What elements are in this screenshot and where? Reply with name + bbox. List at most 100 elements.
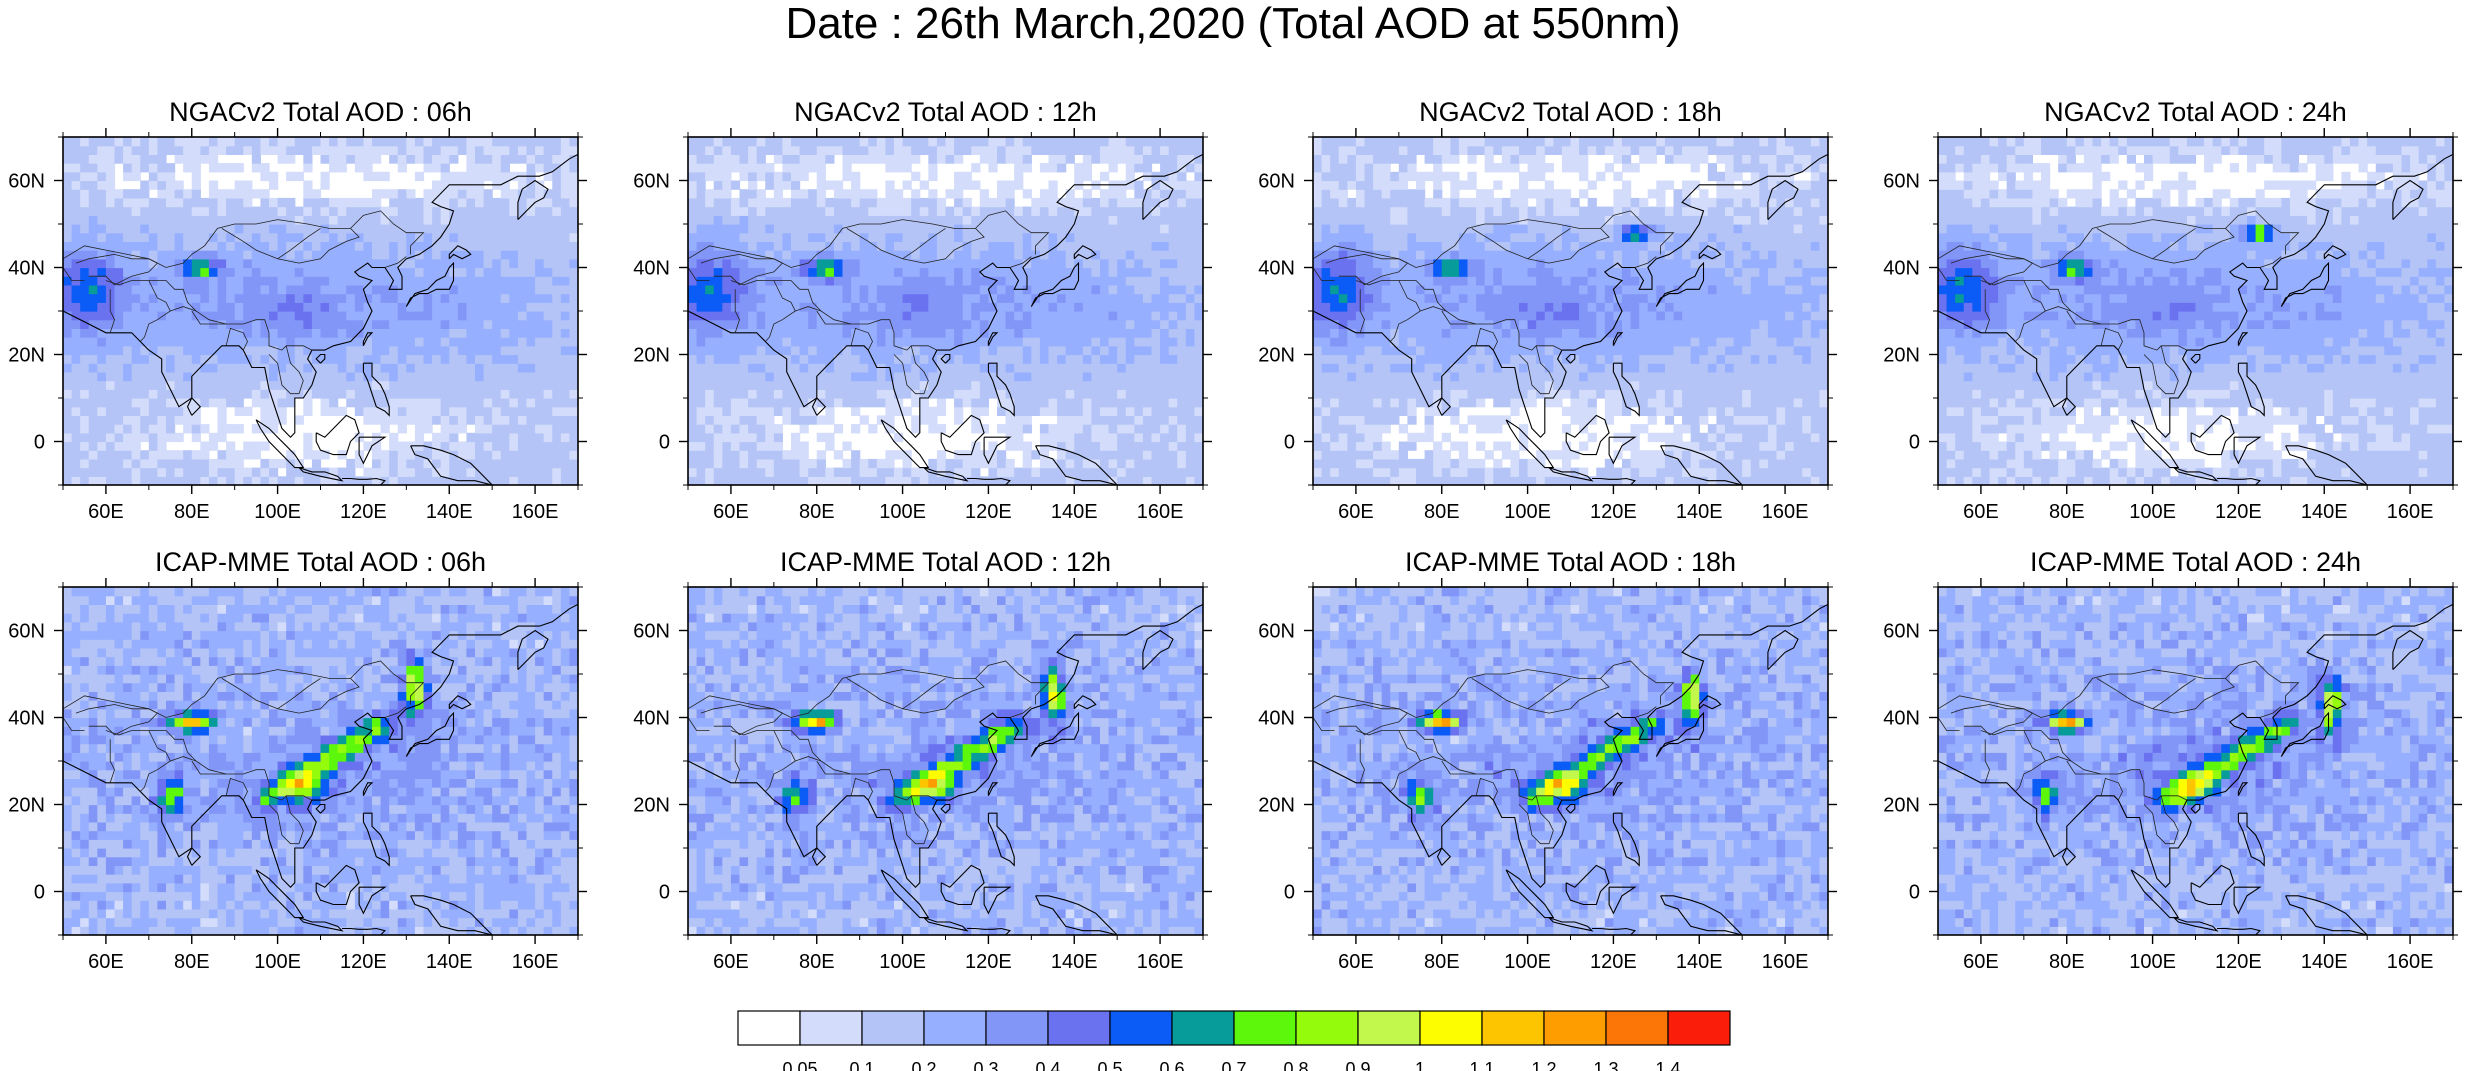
- lat-tick-label: 40N: [1258, 708, 1295, 730]
- colorbar-tick-label: 0.8: [1283, 1059, 1308, 1071]
- lat-tick-label: 20N: [8, 345, 45, 367]
- lat-tick-label: 60N: [8, 171, 45, 193]
- axis-ticks: 60E 80E 100E 120E 140E 160E 0 20N 40N 60N: [1258, 578, 1837, 973]
- lon-tick-label: 80E: [1424, 501, 1460, 523]
- aod-field: [63, 137, 578, 485]
- axis-ticks: 60E 80E 100E 120E 140E 160E 0 20N 40N 60N: [1883, 578, 2462, 973]
- lon-tick-label: 140E: [2301, 501, 2348, 523]
- lat-tick-label: 40N: [1883, 258, 1920, 280]
- colorbar-tick-label: 0.1: [849, 1059, 874, 1071]
- lat-tick-label: 0: [659, 432, 670, 454]
- coastlines: [63, 603, 578, 935]
- lon-tick-label: 140E: [1676, 951, 1723, 973]
- lon-tick-label: 120E: [1590, 951, 1637, 973]
- lat-tick-label: 40N: [633, 258, 670, 280]
- lat-tick-label: 60N: [633, 171, 670, 193]
- lat-tick-label: 20N: [633, 795, 670, 817]
- lat-tick-label: 20N: [1258, 345, 1295, 367]
- coastlines: [1313, 153, 1828, 485]
- coastlines: [1938, 603, 2453, 935]
- lat-tick-label: 60N: [1883, 171, 1920, 193]
- colorbar-swatch: [1481, 1010, 1545, 1046]
- colorbar-tick-label: 0.5: [1097, 1059, 1122, 1071]
- lon-tick-label: 60E: [1338, 501, 1374, 523]
- panel-title: NGACv2 Total AOD : 12h: [794, 97, 1097, 127]
- lon-tick-label: 100E: [2129, 951, 2176, 973]
- lat-tick-label: 20N: [633, 345, 670, 367]
- lat-tick-label: 40N: [633, 708, 670, 730]
- lon-tick-label: 140E: [1051, 501, 1098, 523]
- lon-tick-label: 80E: [799, 951, 835, 973]
- lat-tick-label: 40N: [8, 708, 45, 730]
- lon-tick-label: 120E: [340, 951, 387, 973]
- colorbar-swatch: [861, 1010, 925, 1046]
- lon-tick-label: 100E: [1504, 951, 1551, 973]
- lon-tick-label: 100E: [254, 501, 301, 523]
- lat-tick-label: 20N: [1883, 795, 1920, 817]
- colorbar-tick-label: 0.2: [911, 1059, 936, 1071]
- map-panel-icap-6h: ICAP-MME Total AOD : 06h 60E 80E 100E 120E 14…: [8, 547, 587, 973]
- map-panel-ngac-6h: NGACv2 Total AOD : 06h 60E 80E 100E 120E 140E…: [8, 97, 587, 523]
- lon-tick-label: 160E: [2387, 501, 2434, 523]
- lat-tick-label: 20N: [1883, 345, 1920, 367]
- axis-ticks: 60E 80E 100E 120E 140E 160E 0 20N 40N 60N: [1883, 128, 2462, 523]
- colorbar-swatch: [1667, 1010, 1731, 1046]
- lon-tick-label: 120E: [340, 501, 387, 523]
- lon-tick-label: 60E: [713, 951, 749, 973]
- lon-tick-label: 160E: [512, 951, 559, 973]
- borders: [1938, 660, 2300, 845]
- map-panel-icap-24h: ICAP-MME Total AOD : 24h 60E 80E 100E 120E 14…: [1883, 547, 2462, 973]
- lon-tick-label: 100E: [879, 951, 926, 973]
- lat-tick-label: 60N: [633, 621, 670, 643]
- coastlines: [1313, 603, 1828, 935]
- lon-tick-label: 60E: [1963, 951, 1999, 973]
- colorbar-swatch: [737, 1010, 801, 1046]
- lon-tick-label: 120E: [2215, 501, 2262, 523]
- panel-title: NGACv2 Total AOD : 06h: [169, 97, 472, 127]
- lat-tick-label: 0: [1909, 432, 1920, 454]
- lon-tick-label: 160E: [1762, 501, 1809, 523]
- lat-tick-label: 0: [1909, 882, 1920, 904]
- lat-tick-label: 0: [659, 882, 670, 904]
- lon-tick-label: 120E: [965, 501, 1012, 523]
- colorbar-tick-label: 1.2: [1531, 1059, 1556, 1071]
- colorbar-tick-label: 1.4: [1655, 1059, 1680, 1071]
- lat-tick-label: 0: [34, 432, 45, 454]
- lon-tick-label: 100E: [1504, 501, 1551, 523]
- lat-tick-label: 60N: [1258, 621, 1295, 643]
- lon-tick-label: 80E: [799, 501, 835, 523]
- colorbar-swatch: [1109, 1010, 1173, 1046]
- coastlines: [688, 153, 1203, 485]
- lon-tick-label: 120E: [1590, 501, 1637, 523]
- colorbar-tick-label: 1: [1415, 1059, 1425, 1071]
- colorbar-tick-label: 0.4: [1035, 1059, 1060, 1071]
- lon-tick-label: 80E: [174, 501, 210, 523]
- lon-tick-label: 60E: [1963, 501, 1999, 523]
- colorbar-swatch: [1605, 1010, 1669, 1046]
- colorbar-swatch: [985, 1010, 1049, 1046]
- lon-tick-label: 80E: [2049, 501, 2085, 523]
- coastlines: [1938, 153, 2453, 485]
- lon-tick-label: 160E: [512, 501, 559, 523]
- colorbar-swatch: [1171, 1010, 1235, 1046]
- aod-field: [1938, 587, 2453, 935]
- lon-tick-label: 100E: [879, 501, 926, 523]
- lon-tick-label: 160E: [1762, 951, 1809, 973]
- borders: [1313, 210, 1675, 395]
- aod-field: [1313, 587, 1828, 935]
- lon-tick-label: 100E: [2129, 501, 2176, 523]
- lon-tick-label: 140E: [426, 951, 473, 973]
- colorbar: 0.05 0.1 0.2 0.3 0.4 0.5 0.6 0.7 0.8 0.9 1 1.1 1.2 1.…: [737, 1010, 1731, 1071]
- lon-tick-label: 160E: [1137, 501, 1184, 523]
- aod-field: [63, 587, 578, 935]
- lon-tick-label: 140E: [426, 501, 473, 523]
- lat-tick-label: 20N: [1258, 795, 1295, 817]
- axis-ticks: 60E 80E 100E 120E 140E 160E 0 20N 40N 60N: [1258, 128, 1837, 523]
- panel-title: ICAP-MME Total AOD : 24h: [2030, 547, 2361, 577]
- colorbar-swatch: [799, 1010, 863, 1046]
- colorbar-swatch: [1233, 1010, 1297, 1046]
- colorbar-swatch: [1047, 1010, 1111, 1046]
- lon-tick-label: 60E: [1338, 951, 1374, 973]
- lat-tick-label: 60N: [1258, 171, 1295, 193]
- figure-title: Date : 26th March,2020 (Total AOD at 550…: [785, 0, 1681, 48]
